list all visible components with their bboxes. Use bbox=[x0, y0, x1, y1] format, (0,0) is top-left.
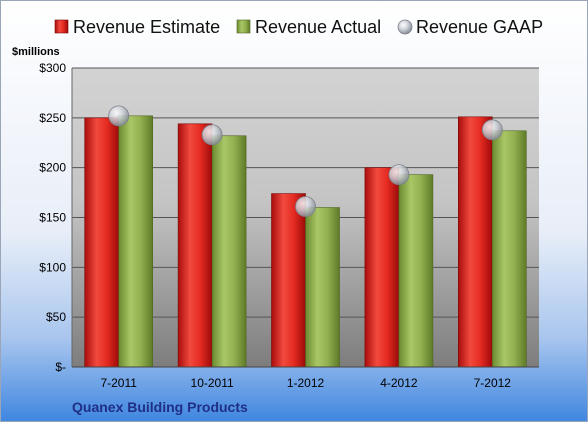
y-tick-label: $150 bbox=[39, 211, 66, 225]
y-tick-label: $- bbox=[55, 360, 66, 374]
bar-estimate-7-2011 bbox=[84, 117, 119, 368]
legend-swatch-actual bbox=[236, 19, 251, 34]
marker-gaap-4-2012 bbox=[388, 164, 410, 186]
marker-gaap-10-2011 bbox=[201, 124, 223, 146]
bar-estimate-7-2012 bbox=[457, 116, 493, 368]
legend-label: Revenue Estimate bbox=[73, 17, 220, 37]
bar-estimate-10-2011 bbox=[177, 123, 213, 368]
y-tick-label: $250 bbox=[39, 111, 66, 125]
y-tick-label: $100 bbox=[39, 260, 66, 274]
marker-gaap-7-2011 bbox=[108, 105, 130, 127]
y-tick-label: $50 bbox=[46, 310, 66, 324]
bar-estimate-4-2012 bbox=[364, 167, 400, 368]
bar-actual-4-2012 bbox=[398, 174, 434, 368]
legend-swatch-gaap bbox=[397, 19, 413, 35]
legend-label: Revenue GAAP bbox=[416, 17, 543, 37]
y-tick-label: $300 bbox=[39, 61, 66, 75]
company-name: Quanex Building Products bbox=[72, 399, 248, 415]
marker-gaap-7-2012 bbox=[481, 119, 503, 141]
bar-actual-7-2012 bbox=[491, 130, 527, 368]
bar-actual-7-2011 bbox=[118, 115, 153, 368]
legend: Revenue Estimate Revenue Actual Revenue GA… bbox=[54, 17, 543, 37]
x-tick-label: 1-2012 bbox=[287, 376, 325, 390]
y-tick-label: $200 bbox=[39, 161, 66, 175]
x-axis: 7-2011 10-2011 1-2012 4-2012 7-2012 bbox=[72, 366, 539, 390]
legend-swatch-estimate bbox=[54, 19, 69, 34]
y-axis: $- $50 $100 $150 $200 $250 $300 bbox=[39, 61, 73, 374]
bar-actual-10-2011 bbox=[211, 135, 247, 368]
bar-actual-1-2012 bbox=[305, 207, 340, 368]
x-tick-label: 4-2012 bbox=[380, 376, 418, 390]
x-tick-label: 7-2011 bbox=[100, 376, 137, 390]
gaap-markers bbox=[108, 105, 503, 217]
marker-gaap-1-2012 bbox=[295, 196, 316, 217]
legend-label: Revenue Actual bbox=[255, 17, 381, 37]
y-axis-unit-label: $millions bbox=[12, 46, 60, 58]
bar-estimate-1-2012 bbox=[271, 193, 306, 368]
x-tick-label: 7-2012 bbox=[474, 376, 512, 390]
x-tick-label: 10-2011 bbox=[191, 376, 234, 390]
